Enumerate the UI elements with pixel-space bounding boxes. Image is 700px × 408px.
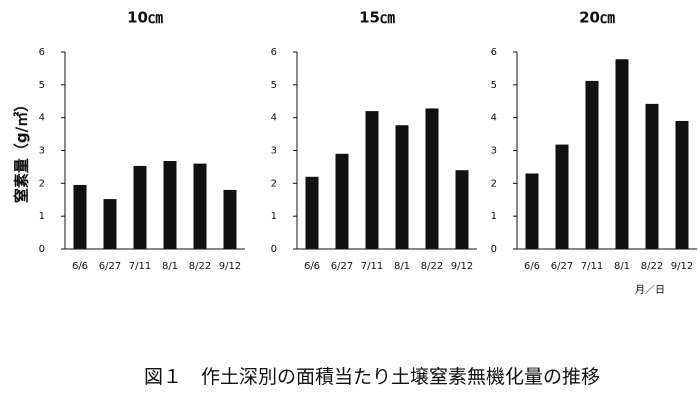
- bar: [365, 111, 379, 249]
- bar: [425, 108, 439, 250]
- x-tick-label: 6/6: [72, 261, 88, 272]
- bar: [455, 170, 469, 249]
- bar: [73, 184, 87, 249]
- bar: [133, 165, 147, 249]
- x-tick-label: 9/12: [671, 261, 693, 272]
- y-tick-label: 5: [271, 80, 277, 91]
- y-tick-label: 6: [39, 47, 45, 58]
- x-tick-label: 8/1: [614, 261, 630, 272]
- x-tick-label: 6/6: [304, 261, 320, 272]
- y-tick-label: 3: [491, 146, 497, 157]
- y-tick-label: 0: [271, 244, 277, 255]
- x-tick-label: 8/1: [162, 261, 178, 272]
- y-tick-label: 2: [271, 178, 277, 189]
- bar: [585, 80, 599, 249]
- y-tick-label: 0: [39, 244, 45, 255]
- x-tick-label: 8/22: [421, 261, 443, 272]
- x-tick-label: 9/12: [451, 261, 473, 272]
- x-tick-label: 7/11: [129, 261, 151, 272]
- chart-title: 15㎝: [359, 9, 395, 27]
- x-tick-label: 8/1: [394, 261, 410, 272]
- bar: [525, 173, 539, 249]
- bar: [645, 103, 659, 249]
- x-tick-label: 7/11: [581, 261, 603, 272]
- y-tick-label: 4: [491, 113, 497, 124]
- x-tick-label: 8/22: [641, 261, 663, 272]
- x-axis-label: 月／日: [635, 284, 665, 296]
- y-tick-label: 1: [39, 211, 45, 222]
- bar: [223, 189, 237, 249]
- figure-caption: 図１ 作土深別の面積当たり土壌窒素無機化量の推移: [144, 366, 600, 388]
- x-tick-label: 8/22: [189, 261, 211, 272]
- bar: [555, 144, 569, 249]
- y-tick-label: 6: [491, 47, 497, 58]
- x-tick-label: 6/27: [331, 261, 353, 272]
- chart-title: 20㎝: [579, 9, 615, 27]
- x-tick-label: 7/11: [361, 261, 383, 272]
- y-tick-label: 6: [271, 47, 277, 58]
- bar: [193, 163, 207, 249]
- bar: [335, 153, 349, 249]
- y-tick-label: 2: [491, 178, 497, 189]
- y-axis-label: 窒素量（g/㎡）: [13, 97, 31, 203]
- y-tick-label: 4: [39, 113, 45, 124]
- x-tick-label: 6/6: [524, 261, 540, 272]
- x-tick-label: 6/27: [99, 261, 121, 272]
- y-tick-label: 4: [271, 113, 277, 124]
- y-tick-label: 1: [271, 211, 277, 222]
- bar: [675, 120, 689, 249]
- y-tick-label: 0: [491, 244, 497, 255]
- y-tick-label: 1: [491, 211, 497, 222]
- bar: [395, 125, 409, 249]
- y-tick-label: 3: [39, 146, 45, 157]
- bar: [305, 176, 319, 249]
- y-tick-label: 5: [39, 80, 45, 91]
- y-tick-label: 5: [491, 80, 497, 91]
- bar: [615, 59, 629, 250]
- chart-title: 10㎝: [127, 9, 163, 27]
- y-tick-label: 3: [271, 146, 277, 157]
- x-tick-label: 6/27: [551, 261, 573, 272]
- bar: [163, 161, 177, 249]
- x-tick-label: 9/12: [219, 261, 241, 272]
- bar: [103, 199, 117, 249]
- y-tick-label: 2: [39, 178, 45, 189]
